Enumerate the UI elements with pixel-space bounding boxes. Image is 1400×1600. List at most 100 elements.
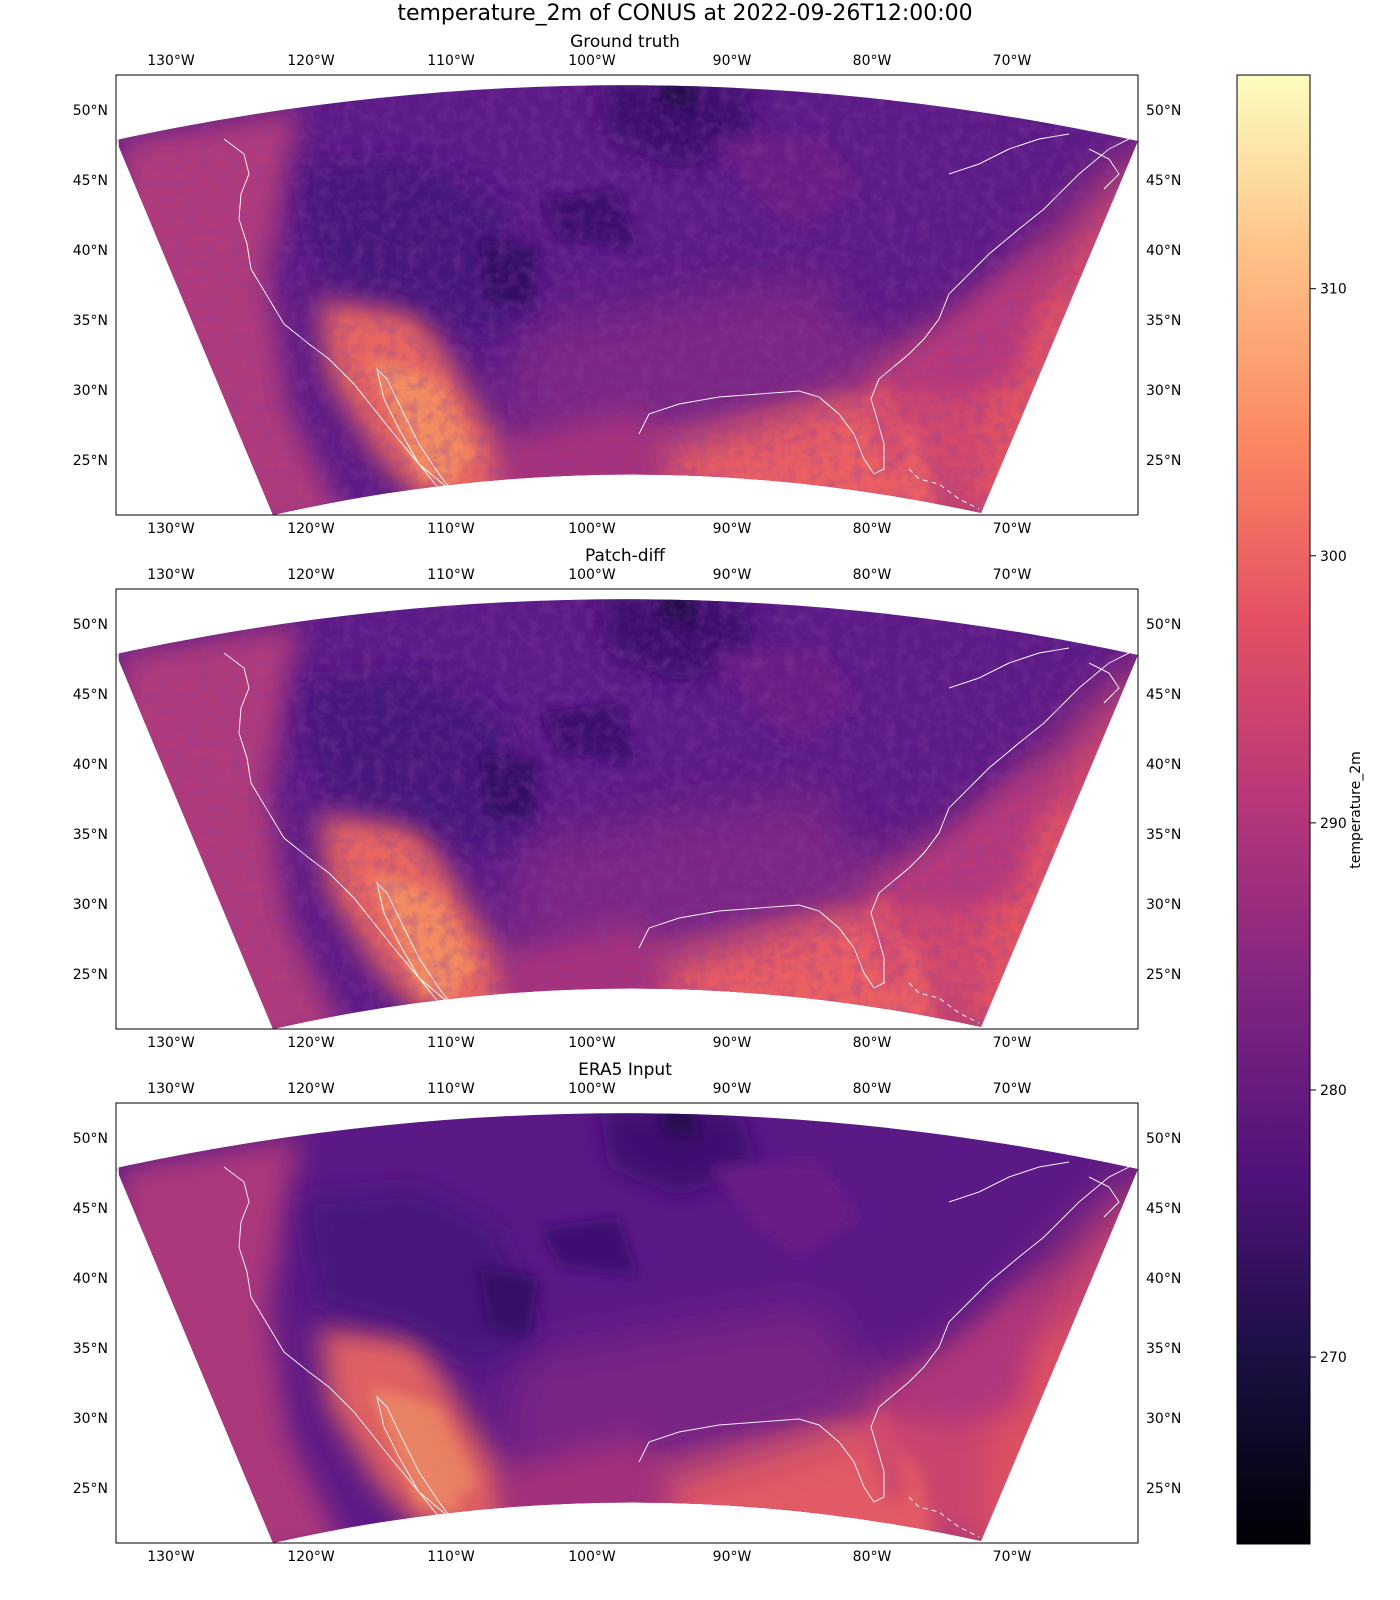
figure-title: temperature_2m of CONUS at 2022-09-26T12… bbox=[397, 1, 972, 26]
lon-tick-top: 100°W bbox=[568, 1081, 616, 1097]
lat-tick-left: 35°N bbox=[73, 313, 108, 329]
colorbar-tick-label: 300 bbox=[1320, 549, 1347, 565]
lon-tick-bottom: 100°W bbox=[568, 521, 616, 537]
lon-tick-bottom: 80°W bbox=[853, 1549, 892, 1565]
axes-frame bbox=[115, 74, 1139, 516]
lon-tick-bottom: 120°W bbox=[287, 1549, 335, 1565]
lon-tick-bottom: 120°W bbox=[287, 521, 335, 537]
lat-tick-left: 25°N bbox=[73, 453, 108, 469]
lat-tick-right: 40°N bbox=[1146, 243, 1181, 259]
lat-tick-left: 35°N bbox=[73, 827, 108, 843]
lon-tick-top: 130°W bbox=[147, 53, 195, 69]
lat-tick-left: 25°N bbox=[73, 967, 108, 983]
lon-tick-top: 70°W bbox=[993, 567, 1032, 583]
lon-tick-top: 70°W bbox=[993, 1081, 1032, 1097]
lon-tick-top: 80°W bbox=[853, 1081, 892, 1097]
lon-tick-top: 80°W bbox=[853, 53, 892, 69]
lon-tick-bottom: 130°W bbox=[147, 521, 195, 537]
lat-tick-left: 30°N bbox=[73, 897, 108, 913]
lat-tick-right: 45°N bbox=[1146, 687, 1181, 703]
colorbar-tick-label: 310 bbox=[1320, 282, 1347, 298]
lat-tick-right: 45°N bbox=[1146, 173, 1181, 189]
panel-title: ERA5 Input bbox=[578, 1060, 672, 1080]
colorbar-gradient bbox=[1236, 74, 1311, 1545]
colorbar-tick-label: 280 bbox=[1320, 1083, 1347, 1099]
lon-tick-top: 90°W bbox=[713, 53, 752, 69]
panel-patch-diff: Patch-diff 130°W 130°W 120°W 120°W 110°W 110°W… bbox=[73, 546, 1182, 1051]
lon-tick-top: 110°W bbox=[427, 567, 475, 583]
lon-tick-bottom: 70°W bbox=[993, 1035, 1032, 1051]
lat-tick-right: 50°N bbox=[1146, 103, 1181, 119]
colorbar-tick-label: 270 bbox=[1320, 1350, 1347, 1366]
lat-tick-right: 35°N bbox=[1146, 313, 1181, 329]
axes-frame bbox=[115, 588, 1139, 1030]
lat-tick-right: 40°N bbox=[1146, 757, 1181, 773]
lat-tick-left: 30°N bbox=[73, 383, 108, 399]
lon-tick-top: 130°W bbox=[147, 1081, 195, 1097]
lat-tick-left: 45°N bbox=[73, 687, 108, 703]
lon-tick-top: 90°W bbox=[713, 567, 752, 583]
lon-tick-top: 120°W bbox=[287, 1081, 335, 1097]
lon-tick-bottom: 70°W bbox=[993, 521, 1032, 537]
lon-tick-bottom: 110°W bbox=[427, 1549, 475, 1565]
lon-tick-top: 100°W bbox=[568, 53, 616, 69]
lat-tick-right: 40°N bbox=[1146, 1271, 1181, 1287]
temperature-field bbox=[119, 1113, 1138, 1543]
lat-tick-left: 40°N bbox=[73, 757, 108, 773]
lon-tick-bottom: 80°W bbox=[853, 1035, 892, 1051]
lon-tick-bottom: 90°W bbox=[713, 1549, 752, 1565]
lat-tick-right: 25°N bbox=[1146, 1481, 1181, 1497]
panel-title: Ground truth bbox=[570, 32, 680, 52]
lon-tick-top: 110°W bbox=[427, 1081, 475, 1097]
lon-tick-top: 80°W bbox=[853, 567, 892, 583]
colorbar-label: temperature_2m bbox=[1348, 751, 1364, 869]
lon-tick-bottom: 100°W bbox=[568, 1549, 616, 1565]
lat-tick-right: 30°N bbox=[1146, 383, 1181, 399]
lon-tick-top: 100°W bbox=[568, 567, 616, 583]
lat-tick-right: 30°N bbox=[1146, 1411, 1181, 1427]
colorbar-ticks: 310 300 290 280 270 bbox=[1310, 282, 1347, 1366]
lon-tick-bottom: 70°W bbox=[993, 1549, 1032, 1565]
lat-tick-left: 25°N bbox=[73, 1481, 108, 1497]
map-panels: Ground truth 130°W 130°W 120°W 120°W 110°W 110… bbox=[73, 32, 1182, 1565]
lat-tick-right: 50°N bbox=[1146, 1131, 1181, 1147]
lat-tick-left: 45°N bbox=[73, 173, 108, 189]
lon-tick-bottom: 80°W bbox=[853, 521, 892, 537]
lat-tick-right: 35°N bbox=[1146, 827, 1181, 843]
lon-tick-bottom: 90°W bbox=[713, 521, 752, 537]
lat-tick-right: 25°N bbox=[1146, 967, 1181, 983]
lat-tick-right: 30°N bbox=[1146, 897, 1181, 913]
lat-tick-left: 35°N bbox=[73, 1341, 108, 1357]
lon-tick-bottom: 110°W bbox=[427, 1035, 475, 1051]
temperature-field bbox=[119, 599, 1138, 1029]
panel-title: Patch-diff bbox=[585, 546, 666, 566]
lat-tick-left: 40°N bbox=[73, 243, 108, 259]
lon-tick-top: 120°W bbox=[287, 567, 335, 583]
lat-tick-left: 30°N bbox=[73, 1411, 108, 1427]
panel-era5-input: ERA5 Input 130°W 130°W 120°W 120°W 110°W 110°W… bbox=[73, 1060, 1182, 1565]
lon-tick-bottom: 130°W bbox=[147, 1549, 195, 1565]
colorbar: 310 300 290 280 270 temperature_2m bbox=[1236, 74, 1364, 1545]
lon-tick-top: 130°W bbox=[147, 567, 195, 583]
lat-tick-right: 35°N bbox=[1146, 1341, 1181, 1357]
temperature-field bbox=[119, 85, 1138, 515]
panel-ground-truth: Ground truth 130°W 130°W 120°W 120°W 110°W 110… bbox=[73, 32, 1182, 537]
lon-tick-bottom: 100°W bbox=[568, 1035, 616, 1051]
lat-tick-left: 40°N bbox=[73, 1271, 108, 1287]
colorbar-tick-label: 290 bbox=[1320, 816, 1347, 832]
lat-tick-right: 25°N bbox=[1146, 453, 1181, 469]
lon-tick-top: 90°W bbox=[713, 1081, 752, 1097]
lat-tick-right: 50°N bbox=[1146, 617, 1181, 633]
lat-tick-left: 50°N bbox=[73, 617, 108, 633]
lon-tick-top: 120°W bbox=[287, 53, 335, 69]
lon-tick-top: 110°W bbox=[427, 53, 475, 69]
axes-frame bbox=[115, 1102, 1139, 1544]
lon-tick-bottom: 110°W bbox=[427, 521, 475, 537]
lon-tick-bottom: 90°W bbox=[713, 1035, 752, 1051]
lat-tick-left: 50°N bbox=[73, 1131, 108, 1147]
lon-tick-top: 70°W bbox=[993, 53, 1032, 69]
lat-tick-right: 45°N bbox=[1146, 1201, 1181, 1217]
lat-tick-left: 50°N bbox=[73, 103, 108, 119]
lon-tick-bottom: 130°W bbox=[147, 1035, 195, 1051]
